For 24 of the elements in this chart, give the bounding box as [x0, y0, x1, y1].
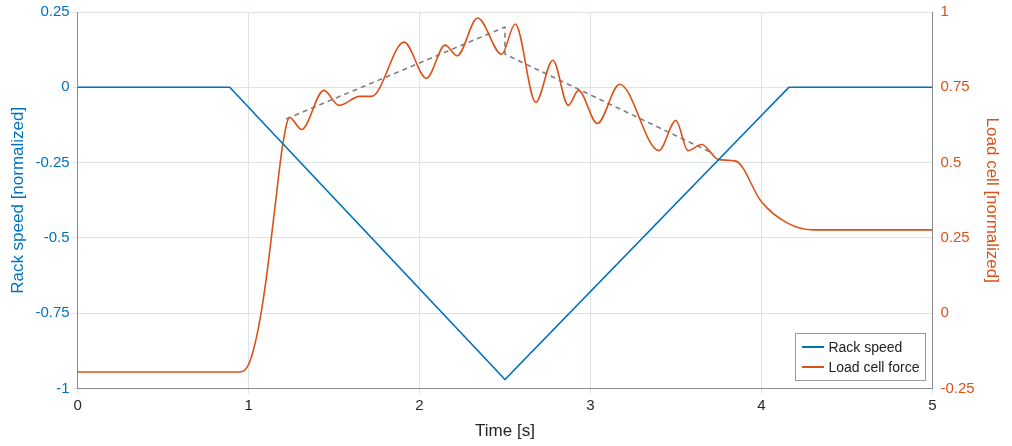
y2-tick-label: 0.5 [940, 152, 962, 170]
y-tick-label: -1 [56, 378, 70, 396]
x-tick-label: 3 [586, 395, 595, 413]
line-series [285, 26, 715, 155]
y2-tick-label: 0.25 [940, 228, 970, 246]
y-axis-title: Rack speed [normalized] [7, 106, 27, 294]
x-tick-label: 2 [415, 395, 424, 413]
x-axis-title: Time [s] [475, 421, 535, 441]
y-tick-label: -0.25 [35, 152, 70, 170]
y2-tick-label: -0.25 [940, 378, 975, 396]
y2-tick-label: 1 [940, 2, 949, 20]
y-tick-label: 0.25 [40, 2, 70, 20]
x-tick-label: 0 [73, 395, 82, 413]
y2-axis-title: Load cell [normalized] [983, 117, 1003, 283]
y2-tick-label: 0.75 [940, 77, 970, 95]
y-tick-label: -0.75 [35, 303, 70, 321]
x-tick-label: 1 [244, 395, 253, 413]
y-tick-label: 0 [61, 77, 70, 95]
x-tick-label: 4 [757, 395, 766, 413]
legend-label: Rack speed [828, 337, 903, 357]
legend-label: Load cell force [828, 357, 920, 377]
y2-tick-label: 0 [940, 303, 949, 321]
y-tick-label: -0.5 [43, 228, 70, 246]
x-tick-label: 5 [928, 395, 937, 413]
